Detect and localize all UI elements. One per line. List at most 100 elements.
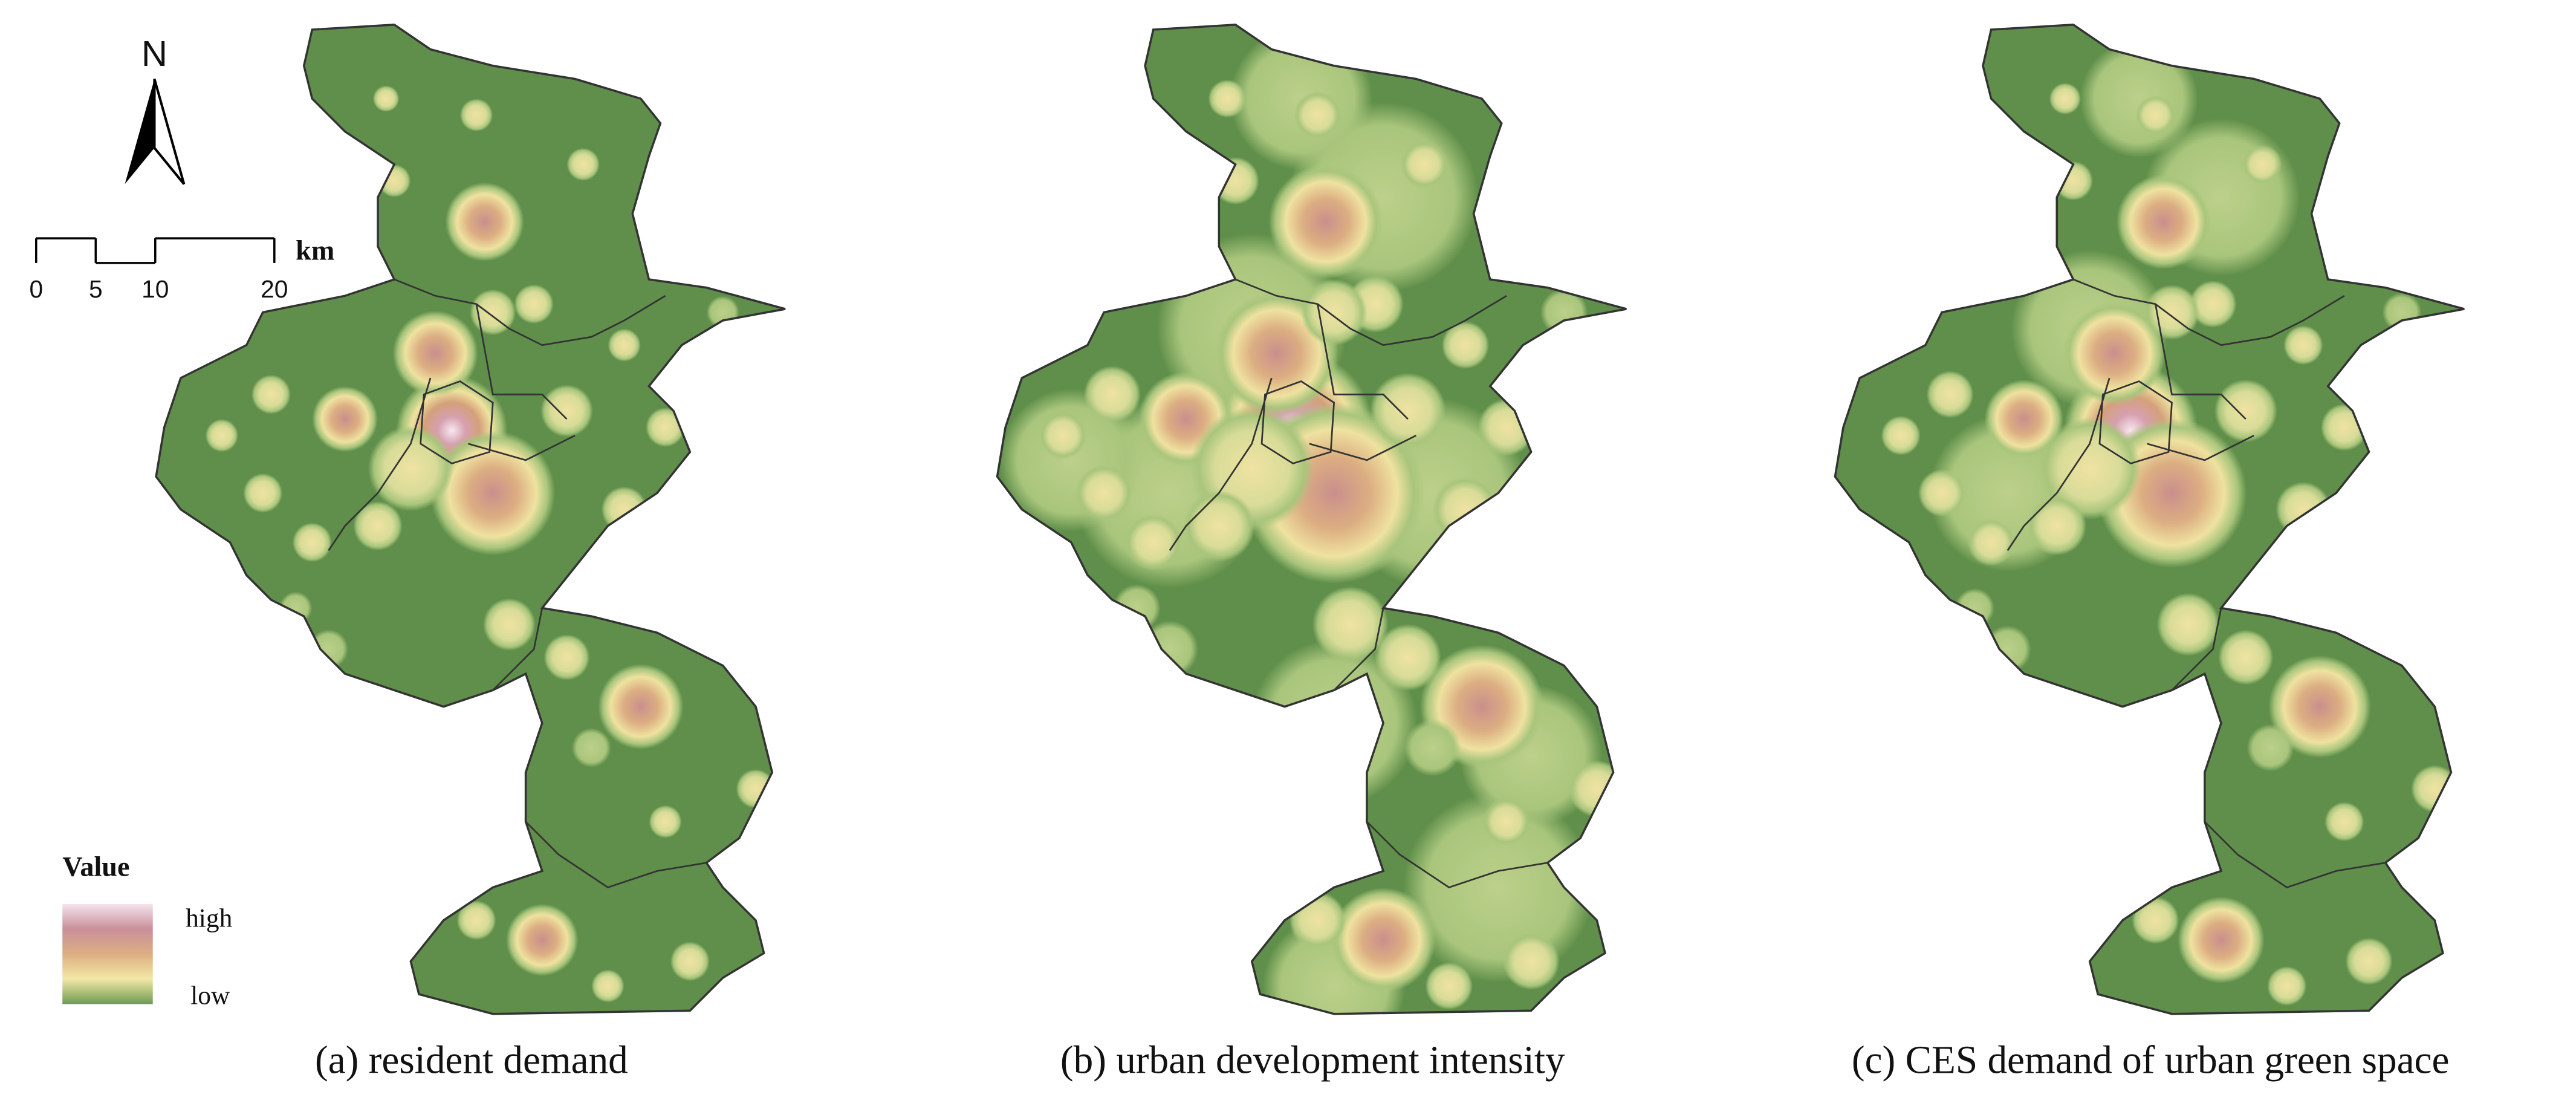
hotspot xyxy=(1404,719,1461,776)
hotspot xyxy=(566,148,600,181)
hotspot xyxy=(372,85,400,112)
scale-tick-label: 20 xyxy=(261,275,288,303)
hotspot xyxy=(2135,95,2175,135)
hotspot xyxy=(2156,593,2220,656)
core-boundary xyxy=(2098,380,2173,464)
hotspot xyxy=(1300,279,1367,346)
hotspot xyxy=(706,296,739,329)
map-panel: (a) resident demand xyxy=(155,24,787,1082)
hotspot xyxy=(543,634,590,681)
scale-tick-label: 10 xyxy=(141,275,169,303)
hotspot xyxy=(1482,798,1531,846)
hotspot xyxy=(1400,140,1449,189)
hotspot xyxy=(251,374,291,414)
hotspot xyxy=(2027,496,2087,556)
map-panel: (c) CES demand of urban green space xyxy=(1834,24,2465,1082)
hotspot xyxy=(482,598,536,651)
hotspot xyxy=(670,942,710,981)
hotspot xyxy=(1141,620,1199,678)
hotspot xyxy=(1432,476,1499,543)
hotspot xyxy=(459,99,493,132)
hotspot xyxy=(540,384,594,437)
hotspot xyxy=(571,727,611,768)
hotspot xyxy=(2382,292,2422,332)
hotspot xyxy=(1568,760,1626,818)
hotspot xyxy=(2283,325,2323,365)
map-fill xyxy=(997,24,1627,1014)
hotspot xyxy=(243,473,283,513)
district-boundaries xyxy=(1169,278,1548,889)
hotspot xyxy=(649,805,682,838)
core-boundary xyxy=(1260,380,1335,464)
hotspot xyxy=(2063,302,2166,405)
hotspot xyxy=(1926,371,1974,418)
hotspot xyxy=(1075,464,1133,522)
panel-caption: (b) urban development intensity xyxy=(1060,1039,1565,1082)
hotspot xyxy=(673,542,707,576)
hotspot xyxy=(445,182,524,262)
hotspot xyxy=(736,769,776,809)
hotspot xyxy=(368,425,454,512)
hotspot xyxy=(1083,365,1141,423)
hotspot xyxy=(308,629,349,669)
hotspot xyxy=(2345,937,2393,985)
legend-low: low xyxy=(190,981,230,1010)
hotspot xyxy=(205,419,239,452)
hotspot xyxy=(1369,372,1446,449)
hotspot xyxy=(1374,623,1442,691)
hotspot xyxy=(1967,518,2015,566)
hotspot xyxy=(2053,161,2094,201)
hotspot xyxy=(2132,896,2179,944)
map-fill xyxy=(1835,24,2465,1014)
hotspot xyxy=(312,386,378,452)
hotspot xyxy=(2116,174,2211,270)
hotspot xyxy=(2049,83,2081,115)
map-panel: (b) urban development intensity xyxy=(996,24,1628,1082)
legend-ramp xyxy=(62,903,153,1004)
panels: (a) resident demand (b) urban development… xyxy=(155,24,2465,1082)
hotspot xyxy=(392,310,478,396)
hotspot xyxy=(1124,513,1182,571)
hotspot xyxy=(1441,321,1490,369)
hotspot xyxy=(2247,724,2294,772)
hotspot xyxy=(1331,887,1436,993)
hotspot xyxy=(2218,629,2274,685)
district-boundaries xyxy=(2007,278,2386,889)
hotspot xyxy=(1478,398,1536,456)
hotspot xyxy=(608,328,641,362)
hotspot xyxy=(2268,655,2371,758)
legend-title: Value xyxy=(62,851,129,882)
hotspot xyxy=(1918,469,1966,517)
hotspot xyxy=(1507,535,1556,583)
legend-high: high xyxy=(186,904,233,933)
hotspot xyxy=(353,501,403,551)
hotspot xyxy=(1881,415,1921,455)
hotspot xyxy=(2349,539,2389,579)
hotspot xyxy=(430,431,556,556)
hotspot xyxy=(279,591,313,625)
hotspot xyxy=(2189,280,2237,328)
north-arrow: N xyxy=(125,33,186,185)
hotspot xyxy=(1268,164,1383,279)
panel-caption: (a) resident demand xyxy=(315,1039,628,1082)
hotspot xyxy=(1955,588,1995,628)
hotspot xyxy=(2144,284,2200,340)
hotspot xyxy=(2325,802,2364,842)
hotspot xyxy=(591,969,625,1003)
hotspot xyxy=(1294,91,1342,139)
hotspot xyxy=(2038,417,2141,520)
hotspot xyxy=(378,164,411,198)
hotspot xyxy=(2178,896,2265,984)
hotspot xyxy=(1113,584,1161,632)
hotspot xyxy=(1502,932,1560,991)
hotspot xyxy=(1289,891,1346,949)
hotspot xyxy=(1312,586,1389,663)
hotspot xyxy=(1039,411,1087,460)
district-boundaries xyxy=(328,278,707,889)
hotspot xyxy=(1403,792,1594,983)
hotspot xyxy=(2242,145,2282,184)
hotspot xyxy=(1984,379,2064,459)
hotspot xyxy=(2320,403,2368,451)
north-label: N xyxy=(141,33,167,74)
